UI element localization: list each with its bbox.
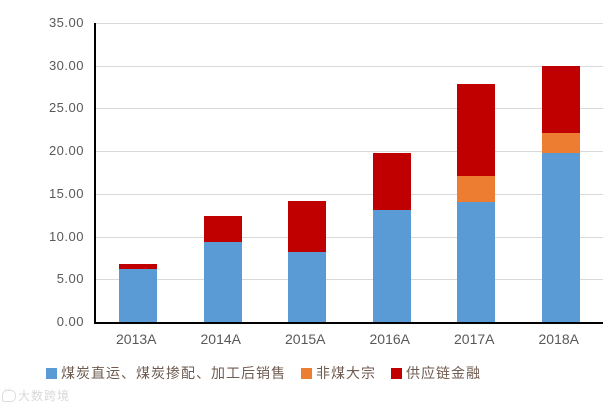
gridline: [96, 236, 603, 238]
x-tick-label: 2013A: [116, 331, 157, 347]
bar-segment: [541, 152, 580, 322]
y-tick-label: 20.00: [48, 143, 84, 159]
bar-segment: [457, 83, 496, 176]
legend-swatch-icon: [301, 367, 312, 379]
watermark-logo-icon: [2, 387, 16, 402]
bar-segment: [541, 65, 580, 134]
x-tick-label: 2017A: [454, 331, 495, 347]
y-tick-label: 10.00: [48, 228, 84, 244]
legend-item: 非煤大宗: [301, 363, 376, 383]
gridline: [96, 23, 603, 24]
y-tick-label: 15.00: [48, 185, 84, 201]
legend-label: 煤炭直运、煤炭掺配、加工后销售: [61, 367, 286, 382]
bar-segment: [203, 241, 242, 322]
bar-segment: [541, 133, 580, 153]
bar-segment: [119, 269, 158, 322]
legend-item: 供应链金融: [391, 363, 481, 383]
chart-legend: 煤炭直运、煤炭掺配、加工后销售 非煤大宗 供应链金融: [46, 363, 611, 383]
bar-segment: [372, 152, 411, 211]
bar-segment: [288, 251, 327, 322]
y-tick-label: 30.00: [48, 57, 84, 73]
watermark: 大数跨境: [2, 387, 70, 404]
watermark-text: 大数跨境: [18, 389, 71, 403]
legend-label: 非煤大宗: [316, 367, 376, 382]
bar-segment: [372, 210, 411, 322]
legend-item: 煤炭直运、煤炭掺配、加工后销售: [46, 363, 286, 383]
bar-segment: [288, 200, 327, 252]
legend-swatch-icon: [391, 367, 402, 379]
x-tick-label: 2016A: [369, 331, 410, 347]
gridline: [96, 193, 603, 195]
gridline: [96, 279, 603, 281]
bar-segment: [119, 263, 158, 270]
y-tick-label: 35.00: [48, 15, 84, 30]
x-tick-label: 2018A: [538, 331, 579, 347]
legend-label: 供应链金融: [406, 367, 481, 382]
gridline: [96, 108, 603, 110]
bar-segment: [457, 202, 496, 322]
x-tick-label: 2014A: [200, 331, 241, 347]
bar-segment: [457, 175, 496, 203]
x-tick-label: 2015A: [285, 331, 326, 347]
legend-swatch-icon: [46, 367, 57, 379]
y-tick-label: 0.00: [56, 314, 84, 329]
y-tick-label: 5.00: [56, 271, 84, 287]
gridline: [96, 151, 603, 153]
gridline: [96, 65, 603, 67]
y-tick-label: 25.00: [48, 100, 84, 116]
bar-segment: [203, 216, 242, 242]
plot-area: [94, 23, 603, 324]
